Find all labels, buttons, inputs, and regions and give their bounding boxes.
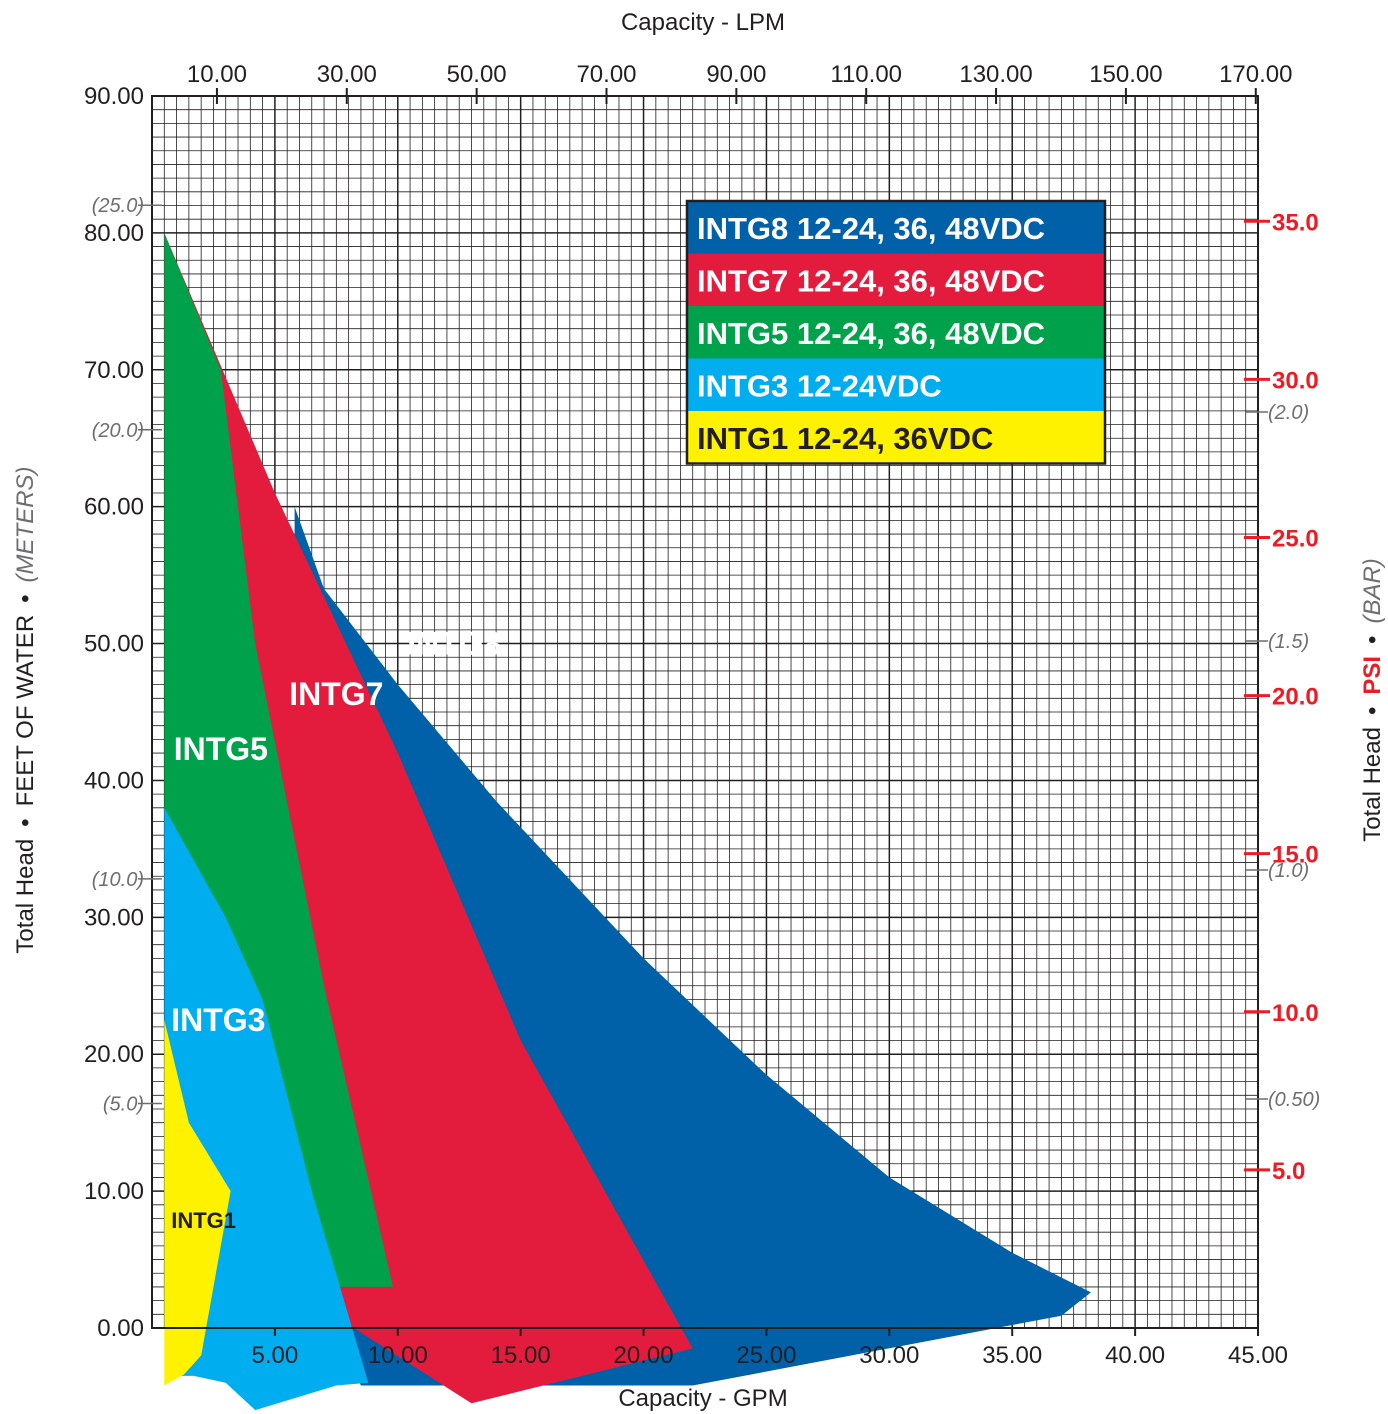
legend-swatch (687, 358, 1105, 411)
x2-tick-label: 90.00 (706, 61, 766, 88)
y-axis-title: Total Head • FEET OF WATER • (METERS) (12, 466, 39, 953)
bar-tick-label: (1.5) (1268, 631, 1309, 653)
legend-entry-label: INTG5 12-24, 36, 48VDC (697, 316, 1045, 351)
y-tick-label: 70.00 (84, 357, 144, 384)
legend: INTG8 12-24, 36, 48VDC INTG7 12-24, 36, 4… (685, 199, 1107, 465)
x-tick-label: 20.00 (614, 1342, 674, 1369)
region-label-intg5: INTG5 (174, 731, 268, 767)
bar-tick-label: (1.0) (1268, 860, 1309, 882)
y-tick-label: 30.00 (84, 904, 144, 931)
x-tick-label: 5.00 (252, 1342, 299, 1369)
performance-regions: INTG8 INTG7 INTG5 INTG3 INTG1 (164, 232, 1091, 1411)
y-tick-label: 50.00 (84, 631, 144, 658)
psi-tick-label: 30.0 (1272, 367, 1319, 394)
x2-tick-label: 130.00 (959, 61, 1032, 88)
x2-axis-title: Capacity - LPM (621, 9, 785, 36)
meters-tick-label: (5.0) (103, 1093, 144, 1115)
x2-tick-label: 10.00 (187, 61, 247, 88)
region-intg5 (164, 232, 393, 1287)
region-label-intg3: INTG3 (171, 1002, 265, 1038)
x-tick-label: 15.00 (491, 1342, 551, 1369)
region-intg1 (164, 1020, 231, 1386)
region-label-intg7: INTG7 (289, 676, 383, 712)
x-tick-label: 40.00 (1105, 1342, 1165, 1369)
y-tick-label: 10.00 (84, 1178, 144, 1205)
psi-tick-label: 10.0 (1272, 1000, 1319, 1027)
bar-tick-label: (0.50) (1268, 1089, 1320, 1111)
y-tick-label: 20.00 (84, 1041, 144, 1068)
x-tick-label: 35.00 (982, 1342, 1042, 1369)
x2-tick-label: 110.00 (830, 61, 902, 88)
y-tick-label: 40.00 (84, 767, 144, 794)
y2-axis-title: Total Head • PSI • (BAR) (1359, 558, 1386, 842)
x-tick-label: 25.00 (736, 1342, 796, 1369)
bar-tick-label: (2.0) (1268, 402, 1309, 424)
x2-tick-label: 70.00 (576, 61, 636, 88)
axis-ticks: 5.00 10.00 15.00 20.00 25.00 30.00 35.00 40.00 4… (84, 61, 1320, 1369)
x-tick-label: 45.00 (1228, 1342, 1288, 1369)
legend-entry-label: INTG7 12-24, 36, 48VDC (697, 264, 1045, 299)
legend-entry-label: INTG8 12-24, 36, 48VDC (697, 211, 1045, 246)
region-label-intg1: INTG1 (171, 1208, 236, 1233)
psi-tick-label: 35.0 (1272, 209, 1319, 236)
y-tick-label: 0.00 (97, 1315, 144, 1342)
plot-border (151, 95, 1259, 1329)
x2-tick-label: 170.00 (1219, 61, 1292, 88)
x2-tick-label: 50.00 (447, 61, 507, 88)
legend-swatch (687, 411, 1105, 464)
y-tick-label: 60.00 (84, 494, 144, 521)
psi-tick-label: 20.0 (1272, 684, 1319, 711)
legend-entry-label: INTG3 12-24VDC (697, 369, 942, 404)
x-tick-label: 30.00 (859, 1342, 919, 1369)
psi-tick-label: 25.0 (1272, 525, 1319, 552)
x-tick-label: 10.00 (368, 1342, 428, 1369)
legend-entry-label: INTG1 12-24, 36VDC (697, 421, 993, 456)
psi-tick-label: 5.0 (1272, 1158, 1305, 1185)
legend-swatch (687, 253, 1105, 306)
y-tick-label: 80.00 (84, 220, 144, 247)
legend-swatch (687, 306, 1105, 359)
meters-tick-label: (20.0) (92, 420, 144, 442)
psi-tick-label: 15.0 (1272, 842, 1319, 869)
legend-border (685, 199, 1107, 465)
meters-tick-label: (10.0) (92, 869, 144, 891)
meters-tick-label: (25.0) (92, 195, 144, 217)
plot-frame (151, 95, 1259, 1329)
x2-tick-label: 150.00 (1089, 61, 1162, 88)
x-axis-title: Capacity - GPM (618, 1385, 787, 1412)
legend-swatch (687, 201, 1105, 254)
x2-tick-label: 30.00 (317, 61, 377, 88)
y-tick-label: 90.00 (84, 83, 144, 110)
region-label-intg8: INTG8 (407, 626, 501, 662)
